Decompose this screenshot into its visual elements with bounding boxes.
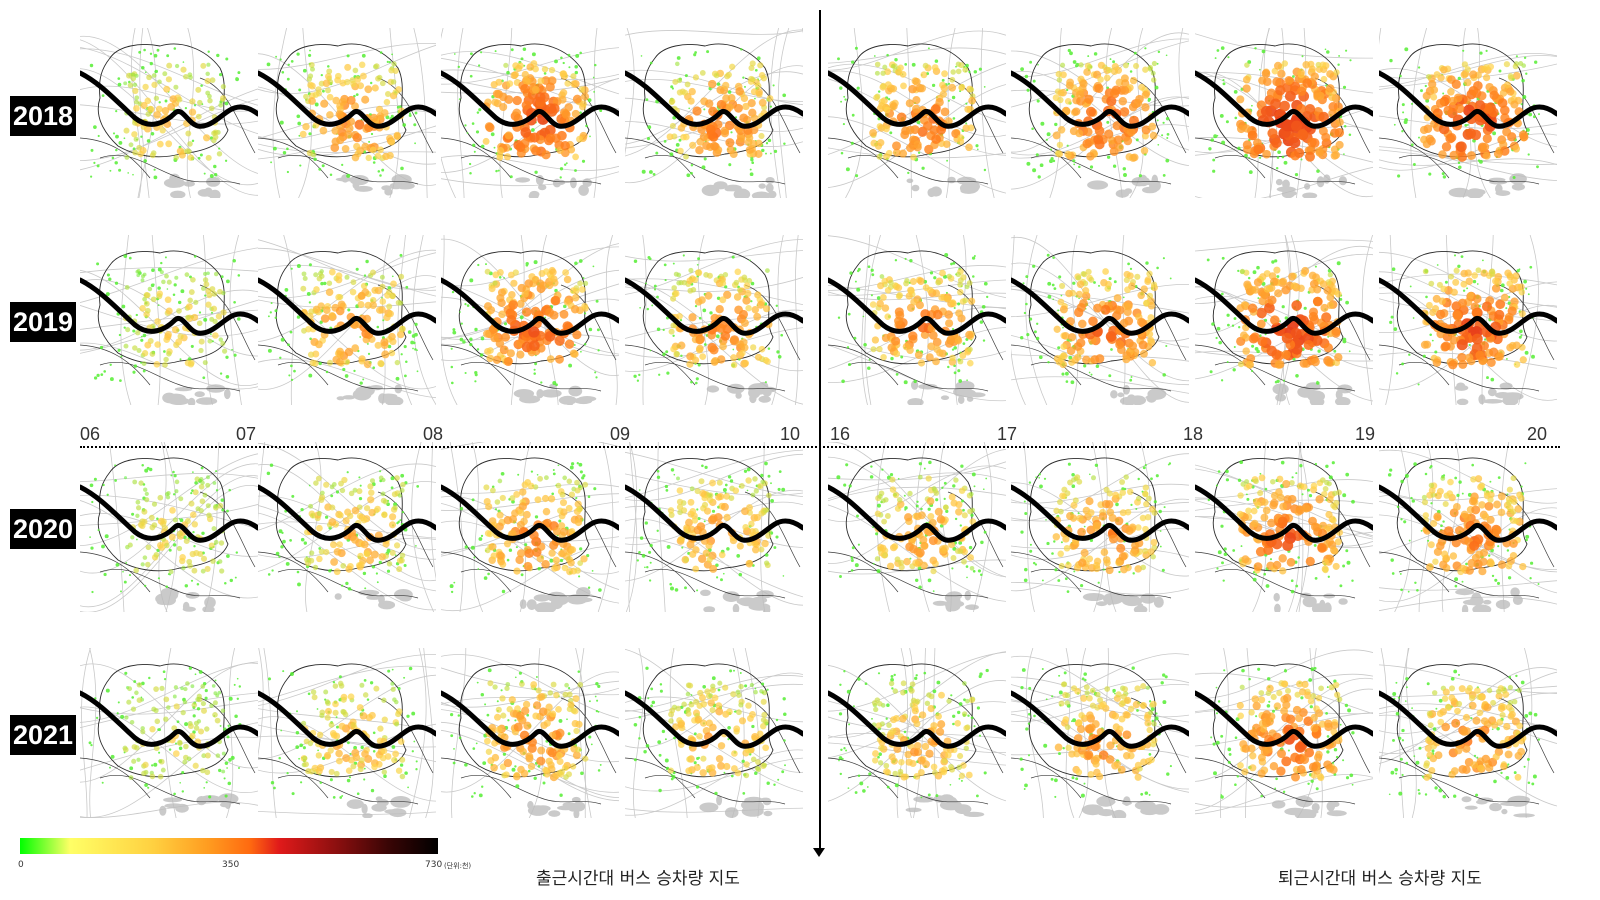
bus-ridership-map bbox=[828, 442, 1006, 612]
bus-ridership-map bbox=[80, 442, 258, 612]
bus-ridership-map bbox=[1379, 235, 1557, 405]
bus-ridership-map bbox=[625, 442, 803, 612]
hour-label-morning: 10 bbox=[780, 424, 801, 444]
year-label-2020: 2020 bbox=[10, 509, 76, 549]
legend-min: 0 bbox=[18, 860, 24, 870]
hour-label-evening: 16 bbox=[830, 424, 851, 444]
year-label-2018: 2018 bbox=[10, 96, 76, 136]
hour-label-morning: 06 bbox=[80, 424, 101, 444]
morning-caption: 출근시간대 버스 승차량 지도 bbox=[536, 869, 740, 889]
bus-ridership-map bbox=[1379, 442, 1557, 612]
bus-ridership-map bbox=[1195, 442, 1373, 612]
bus-ridership-map bbox=[625, 648, 803, 818]
bus-ridership-map bbox=[258, 235, 436, 405]
bus-ridership-map bbox=[828, 648, 1006, 818]
arrow-down-icon bbox=[813, 848, 825, 857]
bus-ridership-map bbox=[625, 235, 803, 405]
evening-caption: 퇴근시간대 버스 승차량 지도 bbox=[1278, 869, 1482, 889]
hour-label-evening: 20 bbox=[1527, 424, 1548, 444]
bus-ridership-map bbox=[1011, 28, 1189, 198]
hour-label-evening: 18 bbox=[1183, 424, 1204, 444]
bus-ridership-map bbox=[258, 648, 436, 818]
legend-mid: 350 bbox=[222, 860, 240, 870]
bus-ridership-map bbox=[80, 28, 258, 198]
hour-label-morning: 09 bbox=[610, 424, 631, 444]
legend-unit: (단위:천) bbox=[444, 862, 472, 870]
bus-ridership-map bbox=[1379, 28, 1557, 198]
bus-ridership-map bbox=[80, 648, 258, 818]
legend-max: 730 bbox=[425, 860, 443, 870]
bus-ridership-map bbox=[828, 28, 1006, 198]
hour-label-evening: 17 bbox=[997, 424, 1018, 444]
bus-ridership-map bbox=[625, 28, 803, 198]
bus-ridership-map bbox=[1011, 442, 1189, 612]
vertical-divider bbox=[819, 10, 821, 850]
bus-ridership-map bbox=[1195, 28, 1373, 198]
bus-ridership-map bbox=[441, 648, 619, 818]
year-label-2021: 2021 bbox=[10, 715, 76, 755]
bus-ridership-map bbox=[258, 442, 436, 612]
color-scale-legend bbox=[20, 838, 438, 854]
bus-ridership-map bbox=[258, 28, 436, 198]
hour-label-evening: 19 bbox=[1355, 424, 1376, 444]
bus-ridership-map bbox=[828, 235, 1006, 405]
bus-ridership-map bbox=[1011, 235, 1189, 405]
hour-label-morning: 07 bbox=[236, 424, 257, 444]
horizontal-dotted-divider bbox=[80, 446, 1560, 448]
bus-ridership-map bbox=[441, 28, 619, 198]
year-label-2019: 2019 bbox=[10, 302, 76, 342]
bus-ridership-map bbox=[1195, 648, 1373, 818]
bus-ridership-map bbox=[441, 442, 619, 612]
bus-ridership-map bbox=[441, 235, 619, 405]
bus-ridership-map bbox=[80, 235, 258, 405]
bus-ridership-map bbox=[1379, 648, 1557, 818]
hour-label-morning: 08 bbox=[423, 424, 444, 444]
bus-ridership-map bbox=[1195, 235, 1373, 405]
bus-ridership-map bbox=[1011, 648, 1189, 818]
